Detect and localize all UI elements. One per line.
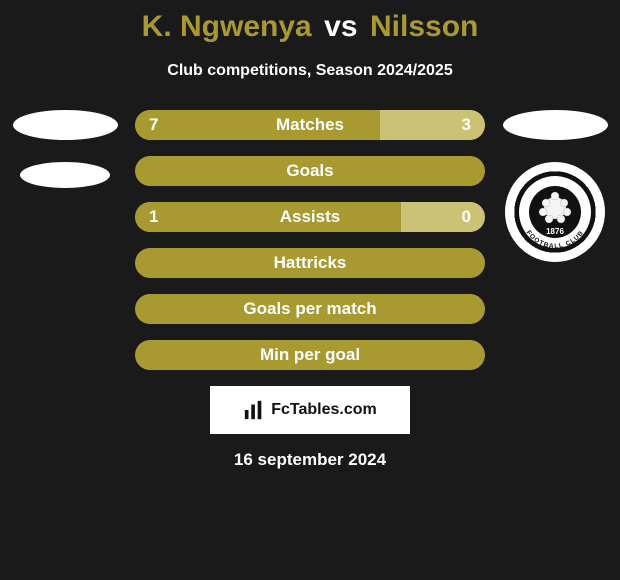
stat-bar: Min per goal <box>135 340 485 370</box>
comparison-title: K. Ngwenya vs Nilsson <box>0 0 620 44</box>
stat-bar: Goals per match <box>135 294 485 324</box>
stat-label: Goals <box>135 156 485 186</box>
comparison-stage: PARTICK THISTLE FOOTBALL CLUB 1876 73Mat… <box>0 110 620 370</box>
crest-year: 1876 <box>546 227 564 236</box>
stat-label: Goals per match <box>135 294 485 324</box>
left-decor-column <box>0 110 130 210</box>
player1-name: K. Ngwenya <box>142 10 312 43</box>
placeholder-ellipse-icon <box>503 110 608 140</box>
stat-bar: Hattricks <box>135 248 485 278</box>
stat-label: Matches <box>135 110 485 140</box>
date-line: 16 september 2024 <box>0 450 620 470</box>
stat-bar: Goals <box>135 156 485 186</box>
stat-bars: 73Matches Goals 10Assists Hattricks Goals pe… <box>135 110 485 370</box>
stat-label: Min per goal <box>135 340 485 370</box>
right-decor-column: PARTICK THISTLE FOOTBALL CLUB 1876 <box>490 110 620 262</box>
stat-bar: 73Matches <box>135 110 485 140</box>
brand-badge: FcTables.com <box>210 386 410 434</box>
placeholder-ellipse-icon <box>13 110 118 140</box>
stat-bar: 10Assists <box>135 202 485 232</box>
placeholder-ellipse-icon <box>20 162 110 188</box>
bars-logo-icon <box>243 399 265 421</box>
brand-text: FcTables.com <box>271 401 377 419</box>
player2-name: Nilsson <box>370 10 478 43</box>
vs-separator: vs <box>324 10 357 43</box>
stat-label: Assists <box>135 202 485 232</box>
club-crest-icon: PARTICK THISTLE FOOTBALL CLUB 1876 <box>505 162 605 262</box>
stat-label: Hattricks <box>135 248 485 278</box>
subtitle: Club competitions, Season 2024/2025 <box>0 62 620 80</box>
